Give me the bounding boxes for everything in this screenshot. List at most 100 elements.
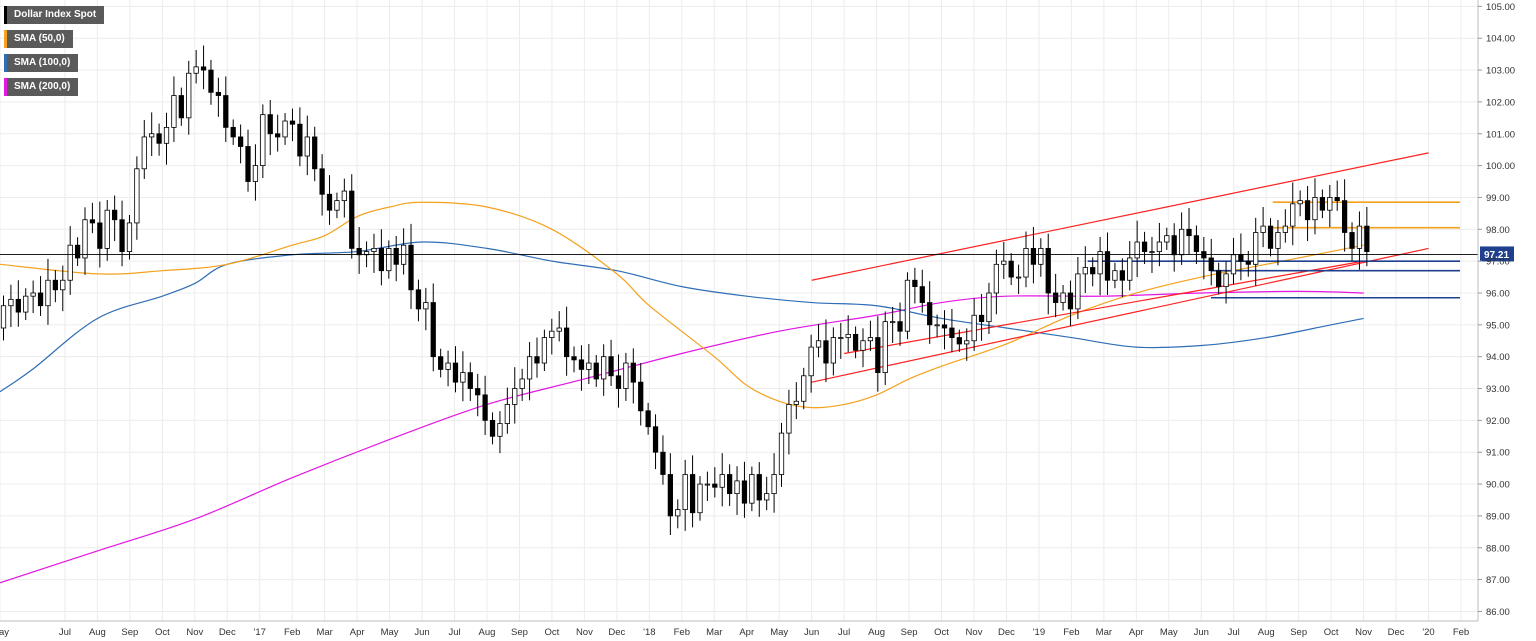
y-tick-label: 102.00 [1486, 97, 1515, 108]
candle [1053, 273, 1059, 318]
y-tick-label: 86.00 [1486, 607, 1510, 618]
candle-body [890, 321, 896, 324]
candle-body [793, 400, 799, 405]
candle [934, 314, 940, 338]
candle-body [30, 292, 36, 297]
candle [415, 279, 422, 322]
candle [89, 202, 96, 234]
y-tick-label: 87.00 [1486, 575, 1510, 586]
horizontal-levels [1087, 201, 1460, 299]
candle [852, 326, 859, 359]
candle-body [1090, 267, 1096, 275]
candle [512, 367, 518, 424]
candle [593, 355, 599, 387]
last-price-line: 97.21 [0, 246, 1514, 262]
candle-body [697, 483, 703, 514]
candle [890, 306, 896, 343]
candle-body [956, 337, 962, 345]
candle [282, 113, 288, 145]
legend-item-sma-200[interactable]: SMA (200,0) [4, 78, 79, 96]
candle [756, 462, 762, 517]
candle [549, 318, 555, 355]
candle [652, 414, 659, 470]
x-tick-label: Nov [576, 627, 593, 638]
x-tick-label: Dec [998, 627, 1015, 638]
candle-body [208, 69, 214, 93]
y-tick-label: 92.00 [1486, 416, 1510, 427]
candle-body [1253, 232, 1259, 265]
candle-body [141, 136, 147, 170]
x-tick-label: Oct [1324, 627, 1339, 638]
candle-body [119, 219, 125, 252]
candle [1178, 212, 1185, 265]
legend-item-dollar-index[interactable]: Dollar Index Spot [4, 6, 105, 24]
candle-body [82, 219, 88, 259]
candle-body [541, 337, 548, 364]
candle [1015, 264, 1022, 294]
x-tick-label: Apr [739, 627, 754, 638]
y-tick-label: 93.00 [1486, 384, 1510, 395]
candle [1097, 236, 1103, 296]
legend-item-sma-50[interactable]: SMA (50,0) [4, 30, 73, 48]
candle [341, 178, 347, 218]
candle-body [438, 356, 444, 370]
candle [193, 49, 199, 84]
candle-body [586, 362, 592, 370]
legend-swatch [4, 6, 7, 24]
x-tick-label: Aug [479, 627, 496, 638]
x-axis: May Jul Aug Sep Oct Nov Dec '17 Feb Mar Apr May Jun J… [0, 620, 1478, 638]
candle [689, 455, 696, 528]
candle [1134, 220, 1140, 278]
candle-body [1023, 247, 1029, 278]
candle-body [156, 133, 162, 144]
support-long-line [844, 260, 1364, 355]
candle [37, 276, 44, 316]
candle-body [445, 362, 451, 370]
candle-body [638, 381, 644, 412]
y-axis: 86.00 87.00 88.00 89.00 90.00 91.00 92.00 93.00… [1477, 0, 1515, 621]
y-tick-label: 103.00 [1486, 66, 1515, 77]
x-tick-label: Apr [350, 627, 365, 638]
x-tick-label: Mar [706, 627, 722, 638]
candle [1186, 207, 1192, 255]
candle-body [1364, 225, 1370, 252]
candle-body [689, 474, 696, 514]
candle [1119, 258, 1125, 298]
candle-body [275, 133, 281, 138]
candle [1319, 189, 1326, 219]
candle-body [163, 126, 170, 144]
candle-body [1008, 260, 1014, 278]
candle [526, 342, 533, 401]
candle-body [1112, 270, 1118, 281]
candle-body [986, 292, 992, 323]
candle [586, 343, 592, 385]
candle-body [860, 340, 866, 351]
candle [386, 240, 392, 279]
candle [97, 201, 103, 268]
x-tick-label: Oct [155, 627, 170, 638]
candle-body [867, 337, 874, 342]
candle [275, 114, 281, 152]
candle [1023, 231, 1029, 288]
candle-body [497, 423, 503, 437]
candle-body [1097, 251, 1103, 275]
legend-swatch [4, 78, 7, 96]
candle-body [526, 356, 533, 380]
candle-body [704, 483, 711, 486]
candle-body [1245, 260, 1251, 265]
candle [74, 237, 81, 266]
candle-body [386, 247, 392, 272]
candle [927, 281, 933, 344]
candle-body [1290, 203, 1296, 227]
legend-label: Dollar Index Spot [14, 9, 97, 20]
candle [1282, 209, 1288, 243]
candle [1290, 182, 1296, 246]
candle-body [1327, 197, 1333, 211]
y-tick-label: 89.00 [1486, 511, 1510, 522]
legend-item-sma-100[interactable]: SMA (100,0) [4, 54, 79, 72]
candle [1341, 179, 1348, 252]
candle [267, 99, 273, 156]
candle-body [289, 120, 296, 125]
candle [482, 375, 488, 436]
